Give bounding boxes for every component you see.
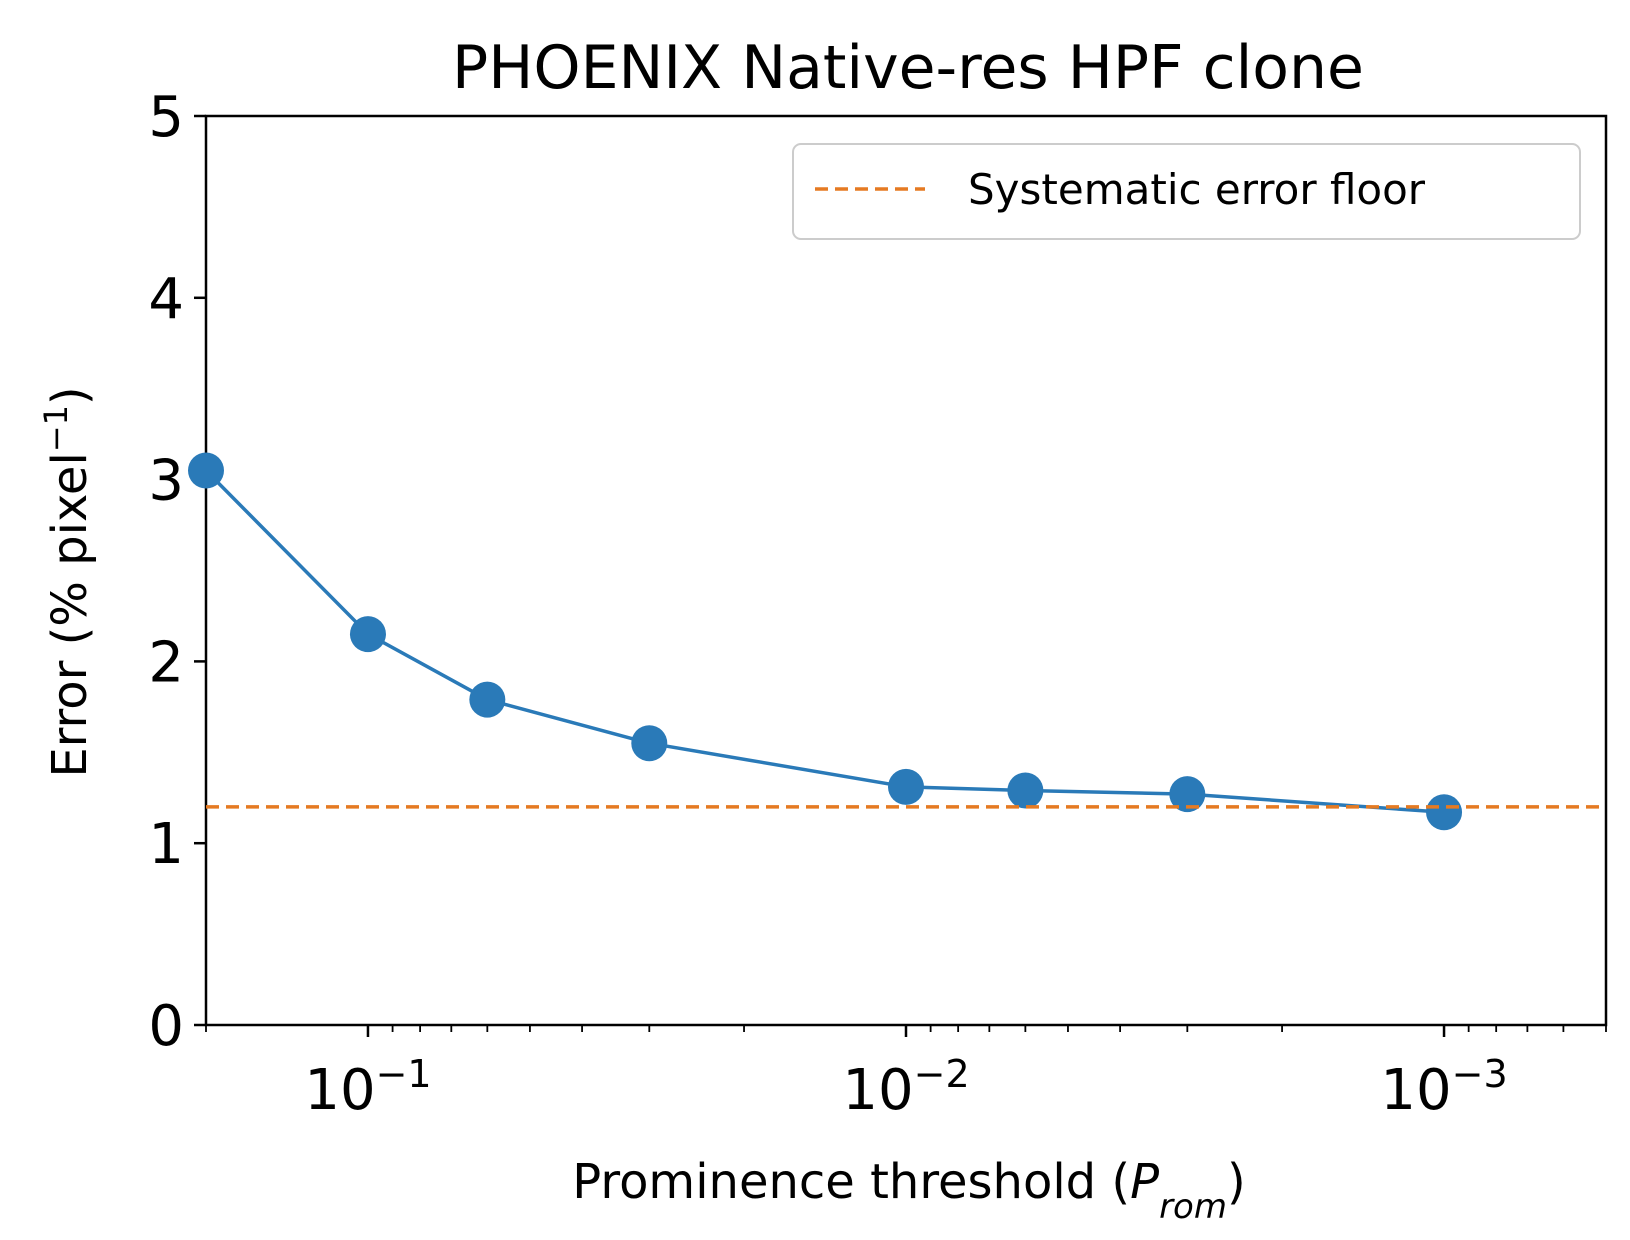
error-data-point <box>188 452 224 489</box>
legend-box <box>792 143 1581 240</box>
y-tick-label: 2 <box>148 630 184 695</box>
y-tick-label: 1 <box>148 812 184 877</box>
x-tick-label: 10−1 <box>304 1052 431 1123</box>
chart-title: PHOENIX Native-res HPF clone <box>452 33 1364 103</box>
error-data-point <box>349 616 386 653</box>
x-tick-label: 10−3 <box>1380 1052 1507 1123</box>
y-tick-label: 5 <box>148 85 184 150</box>
series-layer <box>188 452 1606 831</box>
y-axis-label-superscript: −1 <box>37 405 75 452</box>
error-data-point <box>631 725 668 762</box>
x-axis: 10−1 10−2 10−3 <box>205 1025 1607 1123</box>
y-tick-label: 3 <box>148 449 184 514</box>
y-tick-label: 4 <box>148 267 184 332</box>
y-axis-label: Error (% pixel−1) <box>37 386 98 777</box>
x-tick-label: 10−2 <box>842 1052 969 1123</box>
error-data-point <box>1007 772 1044 809</box>
error-data-point <box>888 768 924 805</box>
error-data-point <box>1169 776 1206 813</box>
legend-label-systematic-error-floor: Systematic error floor <box>968 165 1426 214</box>
error-data-point <box>469 681 506 718</box>
error-series-line <box>204 469 1445 815</box>
legend: Systematic error floor <box>792 143 1581 240</box>
y-tick-label: 0 <box>148 994 184 1059</box>
x-axis-label: Prominence threshold (Prom) <box>572 1154 1245 1227</box>
error-data-point <box>1426 794 1463 831</box>
y-axis: 0 1 2 3 4 5 <box>148 85 206 1059</box>
